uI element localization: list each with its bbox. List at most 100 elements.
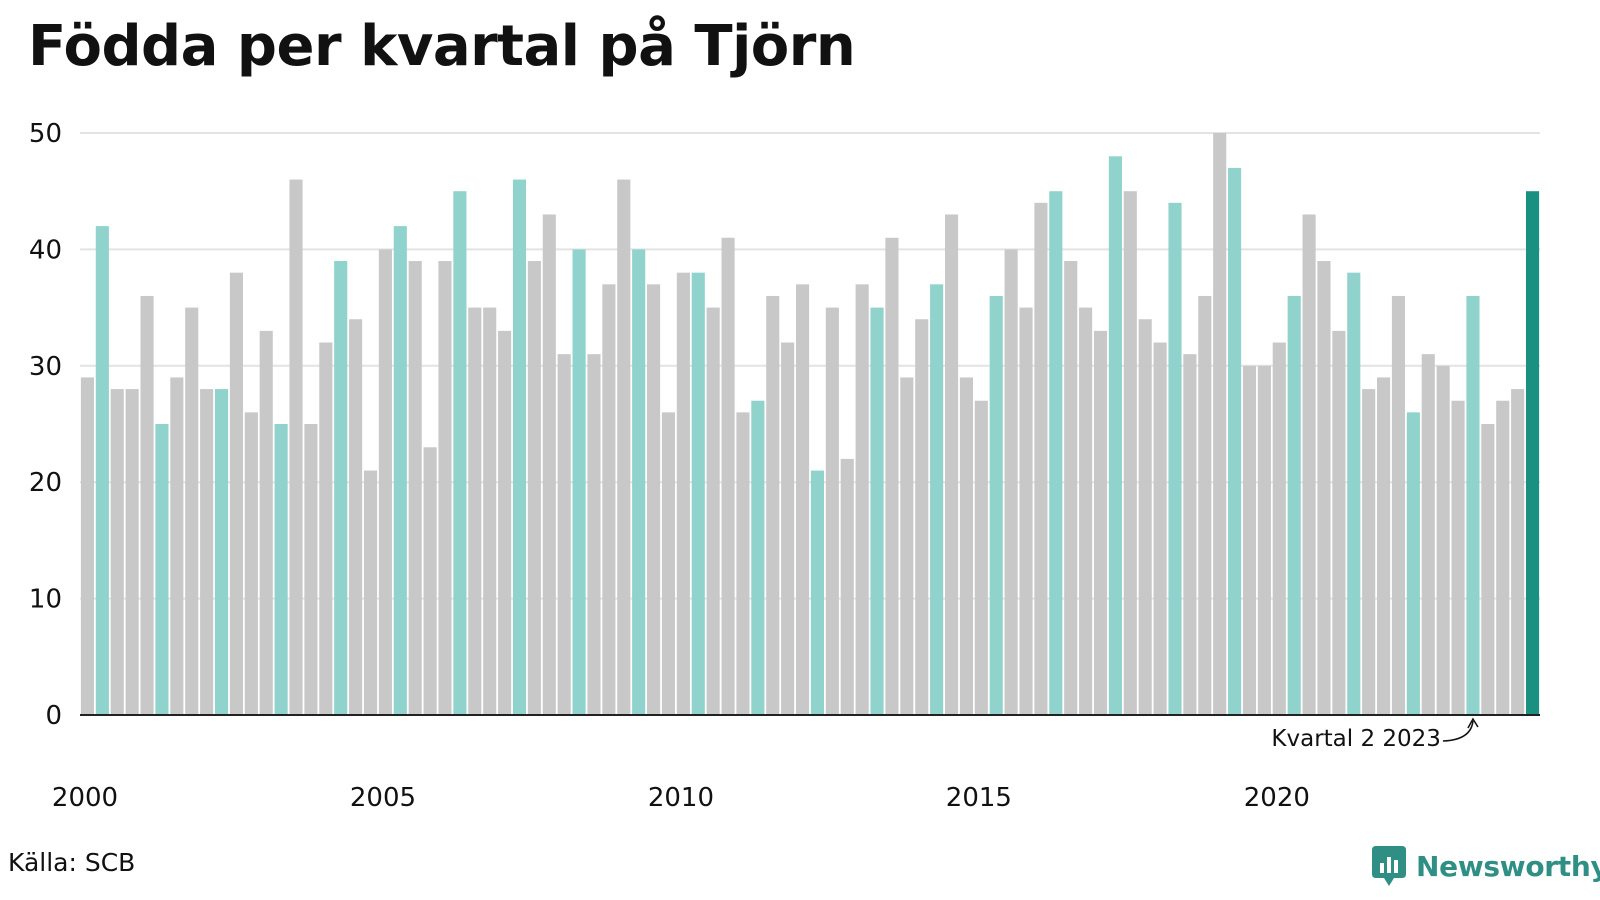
bar-2002-q1 <box>200 389 214 715</box>
x-tick-label: 2000 <box>52 783 118 813</box>
y-tick-label: 20 <box>29 468 62 498</box>
bar-2017-q3 <box>1123 191 1137 715</box>
bar-2001-q4 <box>185 307 199 715</box>
bar-2003-q2 <box>274 424 288 715</box>
bar-2010-q4 <box>721 237 735 715</box>
bar-2022-q4 <box>1436 365 1450 715</box>
bar-2012-q1 <box>796 284 810 715</box>
bar-2016-q1 <box>1034 202 1048 716</box>
annotation-arrow <box>1442 720 1474 742</box>
y-tick-label: 10 <box>29 585 62 615</box>
bar-2002-q2 <box>214 389 229 715</box>
y-tick-label: 50 <box>29 119 62 149</box>
bar-2006-q1 <box>438 261 452 715</box>
x-tick-label: 2005 <box>350 783 416 813</box>
bar-2019-q1 <box>1213 133 1227 715</box>
bar-2019-q2 <box>1228 167 1242 716</box>
bar-2014-q4 <box>959 377 973 715</box>
bar-2020-q1 <box>1272 342 1286 715</box>
bar-2005-q2 <box>393 226 407 715</box>
bar-2006-q3 <box>468 307 482 715</box>
bar-2011-q3 <box>766 295 780 715</box>
bar-2017-q1 <box>1093 330 1108 715</box>
bar-2011-q4 <box>781 342 795 715</box>
bar-2008-q3 <box>587 354 601 715</box>
bar-2008-q4 <box>602 284 616 715</box>
bar-2008-q2 <box>572 249 586 715</box>
bar-2014-q3 <box>944 214 959 716</box>
brand-name: Newsworthy <box>1416 849 1600 883</box>
bar-2009-q1 <box>617 179 631 715</box>
bar-2015-q3 <box>1004 249 1018 715</box>
bar-2005-q1 <box>378 249 392 715</box>
bar-2023-q4 <box>1496 400 1510 715</box>
bar-2002-q4 <box>244 412 258 715</box>
bar-2008-q1 <box>557 354 571 715</box>
bar-2020-q4 <box>1317 261 1331 715</box>
bar-2009-q4 <box>661 412 676 715</box>
source-label: Källa: SCB <box>8 848 136 877</box>
brand-logo[interactable]: Newsworthy <box>1372 846 1600 886</box>
bar-2017-q2 <box>1108 156 1122 715</box>
bar-2012-q4 <box>840 458 854 715</box>
y-tick-label: 0 <box>45 701 62 731</box>
bar-2020-q2 <box>1287 295 1301 715</box>
bar-2022-q1 <box>1391 295 1406 715</box>
bar-2021-q2 <box>1347 272 1361 715</box>
bar-2013-q1 <box>855 284 869 715</box>
bar-2012-q3 <box>825 307 839 715</box>
bar-2017-q4 <box>1138 319 1152 715</box>
bar-2007-q4 <box>542 214 556 716</box>
bar-2013-q3 <box>885 237 899 715</box>
bar-2004-q3 <box>349 319 363 715</box>
bar-2024-q1 <box>1511 389 1525 715</box>
chart-title: Födda per kvartal på Tjörn <box>28 14 856 79</box>
bar-2006-q4 <box>483 307 497 715</box>
bar-2016-q2 <box>1049 191 1063 715</box>
bar-2006-q2 <box>453 191 467 715</box>
newsworthy-logo-icon <box>1372 846 1406 886</box>
bar-2018-q3 <box>1183 354 1197 715</box>
bar-2003-q1 <box>259 330 273 715</box>
bar-2013-q4 <box>900 377 914 715</box>
bar-2007-q1 <box>498 330 512 715</box>
bar-2023-q3 <box>1481 424 1495 715</box>
bar-2013-q2 <box>870 307 884 715</box>
bar-2020-q3 <box>1302 214 1316 716</box>
bar-2018-q1 <box>1153 342 1167 715</box>
y-tick-label: 40 <box>29 235 62 265</box>
bar-2001-q2 <box>155 424 169 715</box>
bar-2011-q1 <box>736 412 750 715</box>
bar-2012-q2 <box>810 470 824 715</box>
bar-2001-q3 <box>170 377 184 715</box>
annotation-arrowhead <box>1467 717 1479 729</box>
bar-2002-q3 <box>229 272 243 715</box>
annotation-label: Kvartal 2 2023 <box>1271 726 1441 752</box>
bar-2019-q3 <box>1242 365 1257 715</box>
x-tick-label: 2015 <box>946 783 1012 813</box>
bar-2023-q2 <box>1466 295 1480 715</box>
bar-2000-q4 <box>125 389 139 715</box>
bar-2014-q1 <box>915 319 929 715</box>
bar-2021-q1 <box>1332 330 1346 715</box>
bar-2009-q2 <box>632 249 646 715</box>
bar-2019-q4 <box>1257 365 1271 715</box>
bar-2024-q2 <box>1526 191 1540 715</box>
bar-2007-q3 <box>527 261 541 715</box>
bar-2014-q2 <box>930 284 944 715</box>
bar-2001-q1 <box>140 295 154 715</box>
bar-2015-q2 <box>989 295 1003 715</box>
bar-2000-q1 <box>80 377 94 715</box>
bar-2011-q2 <box>751 400 765 715</box>
bar-2000-q2 <box>95 226 109 715</box>
bar-2021-q3 <box>1362 389 1376 715</box>
bar-2015-q1 <box>974 400 988 715</box>
bar-2007-q2 <box>512 179 527 715</box>
bar-2010-q2 <box>691 272 705 715</box>
bar-2004-q2 <box>334 261 348 715</box>
y-tick-label: 30 <box>29 352 62 382</box>
bar-2000-q3 <box>110 389 124 715</box>
bar-2018-q2 <box>1168 202 1182 716</box>
bar-2004-q1 <box>319 342 333 715</box>
